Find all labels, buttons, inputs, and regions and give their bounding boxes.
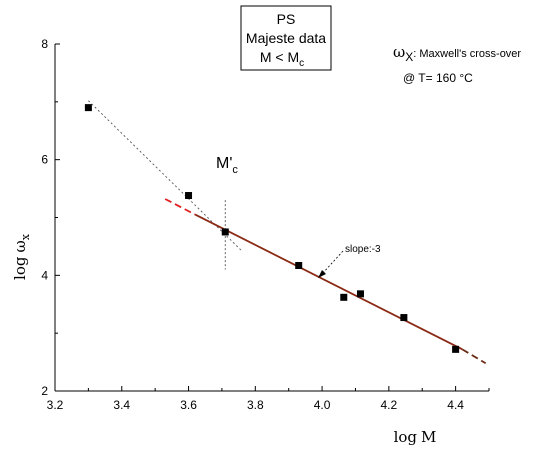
y-axis-label-main: log — [11, 256, 29, 280]
y-tick-label: 2 — [41, 384, 48, 398]
data-point — [221, 228, 229, 236]
crossover-description: : Maxwell's cross-over — [413, 48, 521, 60]
x-tick-label: 3.4 — [113, 398, 130, 412]
data-point — [340, 293, 348, 301]
x-tick-label: 4.2 — [381, 398, 398, 412]
chart-axes: 3.2 3.4 3.6 3.8 4.0 4.2 4.4 2 4 6 8 — [41, 37, 490, 412]
omega-symbol: ω — [393, 43, 405, 61]
x-tick-label: 3.2 — [47, 398, 64, 412]
slope-label: slope:-3 — [345, 244, 381, 255]
crossover-annotation: ωX: Maxwell's cross-over — [393, 43, 521, 64]
data-point — [356, 290, 364, 298]
data-point — [452, 345, 460, 353]
legend-box-line3-main: M < M — [260, 49, 299, 65]
x-tick-label: 3.6 — [180, 398, 197, 412]
data-point — [185, 192, 193, 200]
data-point — [84, 104, 92, 112]
slope-arrowhead — [318, 270, 326, 278]
legend-box-line1: PS — [277, 11, 296, 27]
legend-box-line3: M < Mc — [260, 49, 304, 69]
omega-subscript: X — [405, 50, 413, 64]
y-tick-label: 8 — [41, 37, 48, 51]
x-tick-label: 4.4 — [447, 398, 464, 412]
fit-line-dashed-1 — [164, 198, 196, 216]
y-axis-label-var: ω — [11, 240, 29, 252]
x-axis-label: log M — [394, 428, 437, 446]
slope-arrow — [321, 250, 344, 275]
fit-line-dashed-3 — [461, 348, 487, 365]
x-axis-label-var: M — [421, 428, 436, 446]
mc-annotation: M'c — [216, 155, 238, 176]
legend-box — [240, 5, 332, 71]
mc-annotation-main: M' — [216, 155, 232, 172]
legend-box-line3-sub: c — [299, 58, 304, 69]
temperature-annotation: @ T= 160 °C — [403, 71, 473, 85]
x-tick-label: 3.8 — [247, 398, 264, 412]
mc-annotation-sub: c — [232, 164, 238, 176]
fit-line-dotted-0 — [88, 100, 243, 252]
y-axis-label: log ωx — [11, 233, 32, 280]
x-axis-label-main: log — [394, 428, 418, 446]
y-tick-label: 4 — [41, 268, 48, 282]
data-point — [295, 262, 303, 270]
legend-box-line2: Majeste data — [246, 30, 326, 46]
y-axis-label-sub: x — [19, 233, 32, 240]
x-tick-label: 4.0 — [314, 398, 331, 412]
y-tick-label: 6 — [41, 153, 48, 167]
chart-marks — [84, 100, 487, 365]
data-point — [400, 314, 408, 322]
fit-line-solid-2 — [194, 213, 463, 351]
